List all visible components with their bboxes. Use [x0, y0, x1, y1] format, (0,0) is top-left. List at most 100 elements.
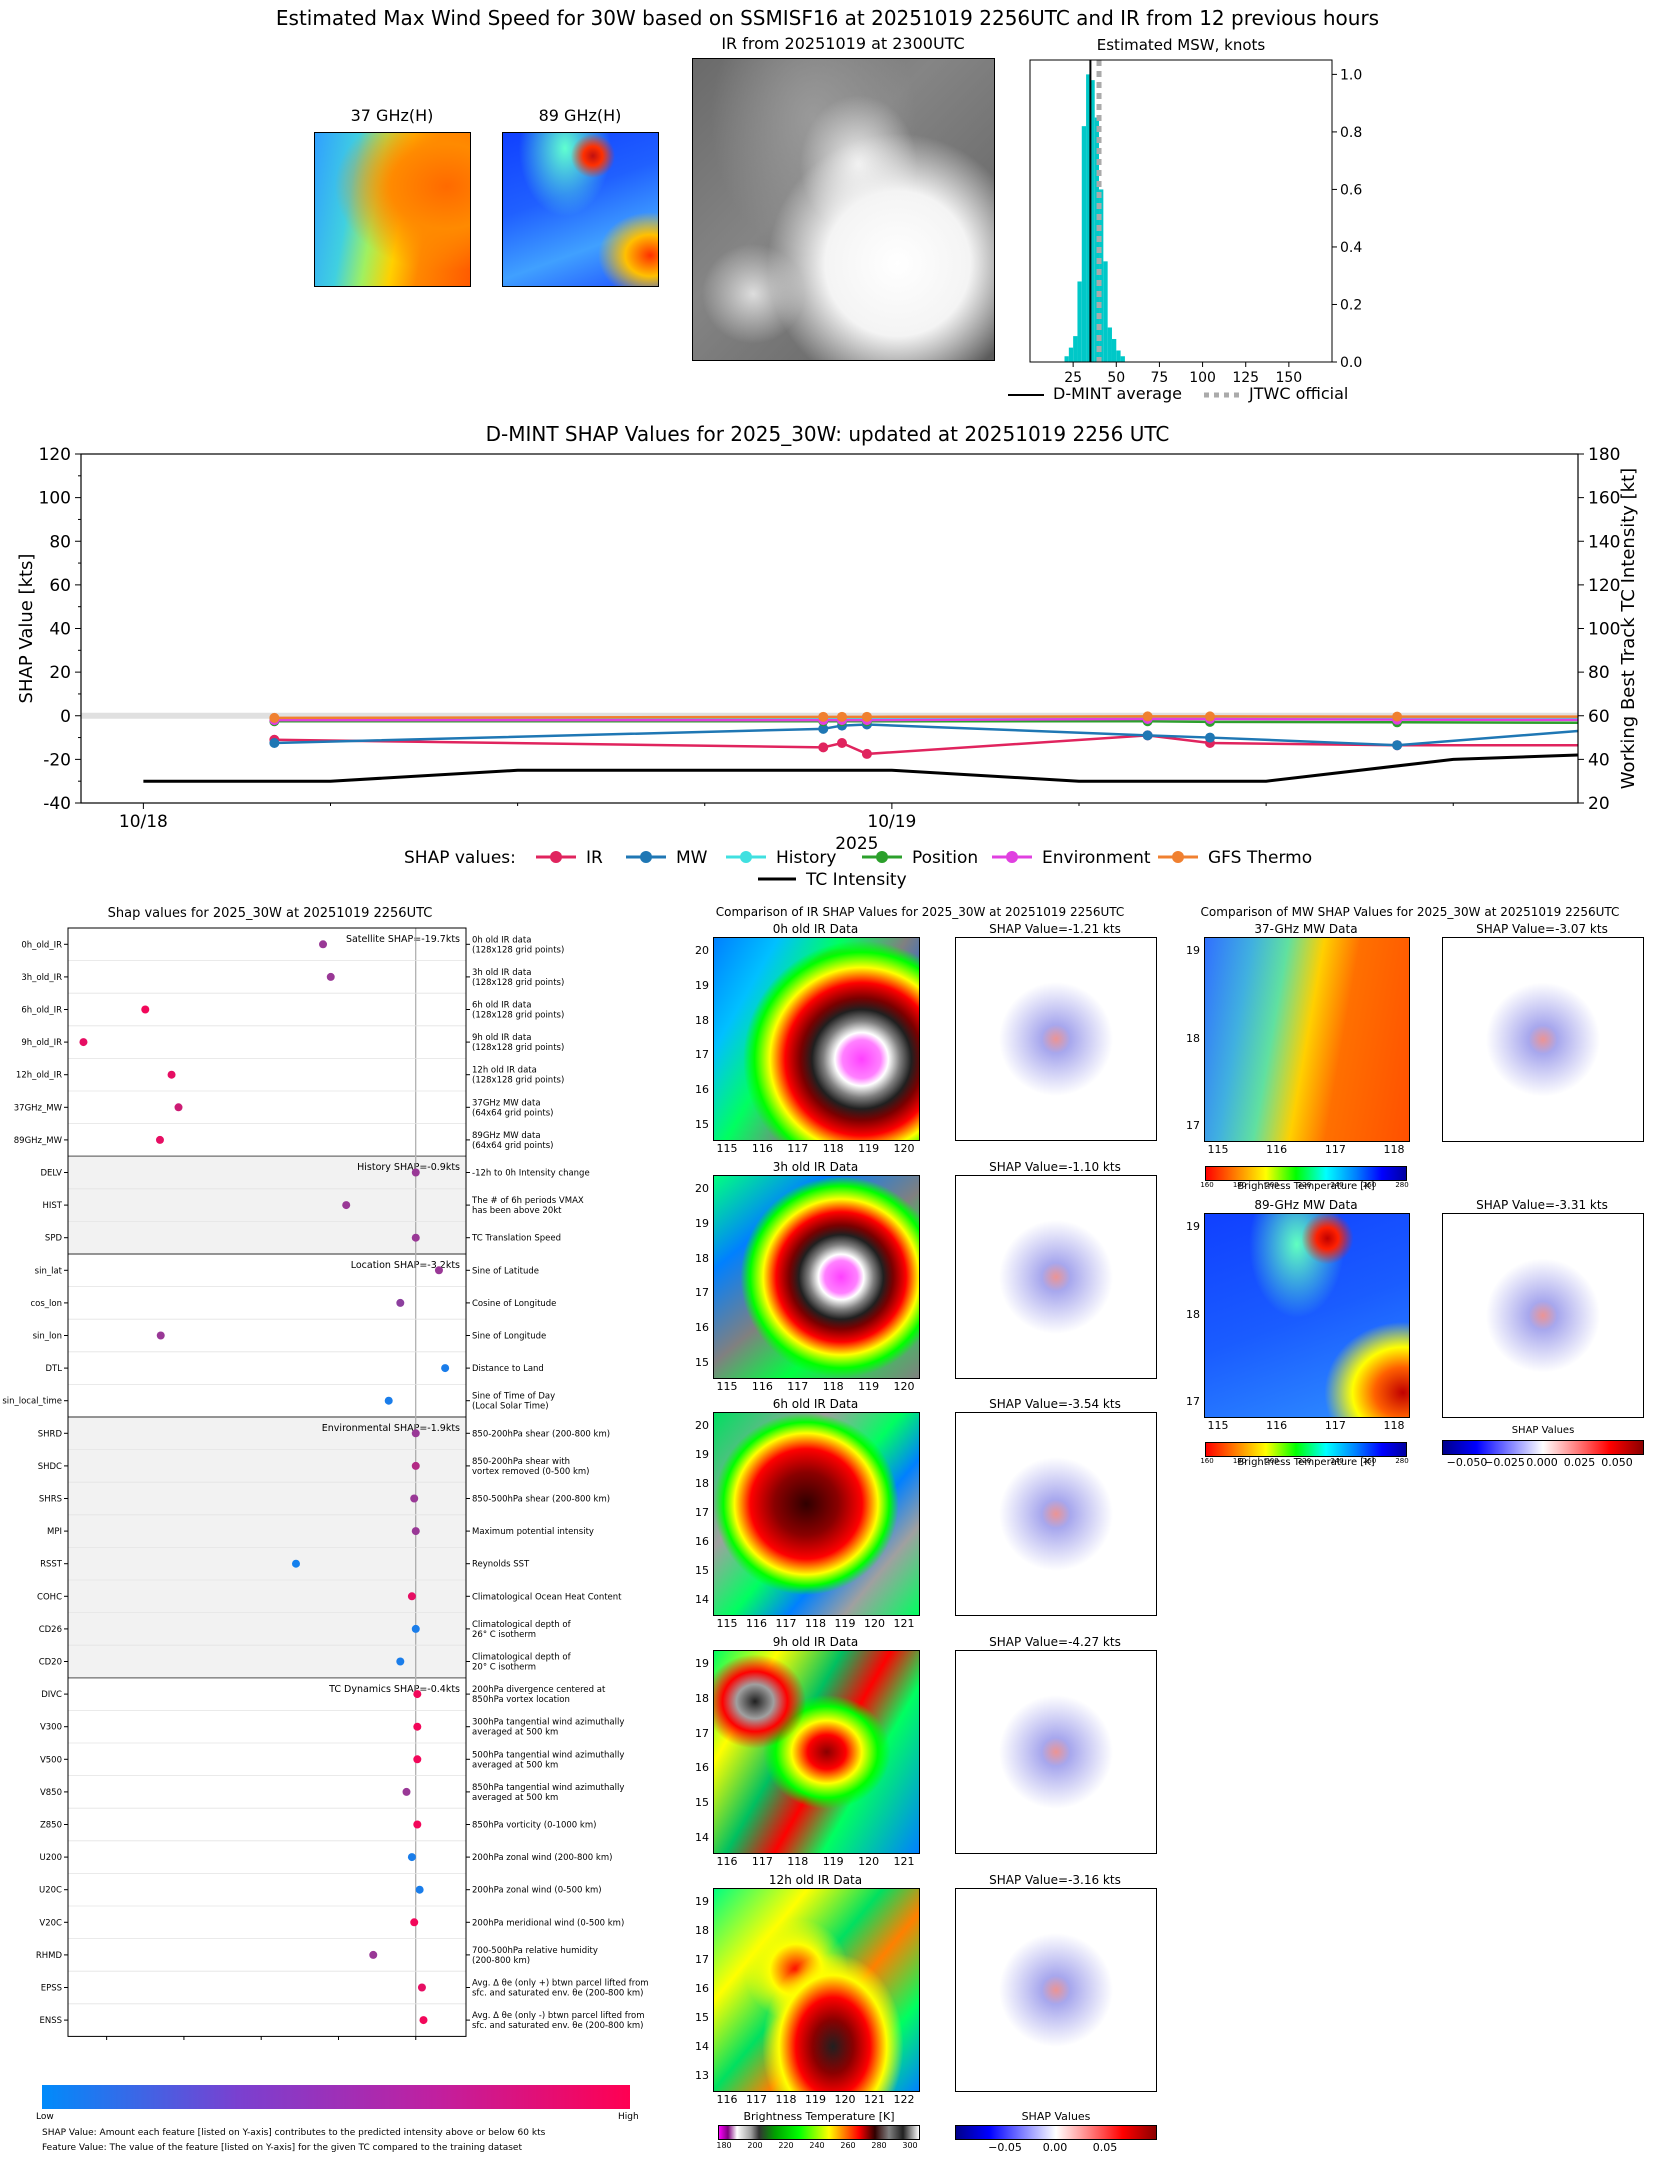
feature-point [441, 1364, 450, 1373]
ir-shap-0-image [955, 937, 1157, 1141]
ts-ytick-right-label: 160 [1588, 489, 1620, 509]
ir-data-3-ytick: 18 [695, 1691, 709, 1705]
hist-bar [1090, 80, 1095, 362]
hist-frame [1029, 59, 1333, 363]
ts-ytick-right-label: 40 [1588, 750, 1610, 770]
feature-name: RSST [40, 1560, 63, 1570]
feature-point [291, 1559, 300, 1568]
feature-desc: 300hPa tangential wind azimuthally [472, 1718, 624, 1728]
ir-data-1-xtick: 120 [893, 1380, 915, 1393]
ir-shap-cbar-tick: 0.05 [1092, 2141, 1118, 2154]
ir-data-0-ytick: 18 [695, 1013, 709, 1027]
mw-cbar-label-0: Brightness Temperature [K] [1237, 1181, 1375, 1192]
series-point-gfs-thermo [269, 712, 280, 723]
hist-title: Estimated MSW, knots [1097, 36, 1266, 54]
mw-cbar-tick: 260 [1362, 1181, 1377, 1189]
hist-ytick-label: 0.8 [1340, 125, 1362, 141]
ir-shap-colorbar [955, 2125, 1157, 2140]
mw-data-1-image [1204, 1213, 1410, 1418]
mw-data-0-image [1204, 937, 1410, 1142]
feature-desc: (128x128 grid points) [472, 1011, 564, 1021]
feature-desc: 850-200hPa shear (200-800 km) [472, 1429, 610, 1439]
mw37-image [314, 132, 471, 287]
mw-cbar-tick: 240 [1330, 1457, 1344, 1465]
ir-temp-colorbar [718, 2125, 920, 2140]
ts-ytick-label: 60 [49, 576, 71, 596]
ir-data-4-xtick: 116 [716, 2093, 738, 2106]
ir-data-2-image [713, 1412, 920, 1616]
feature-name: DTL [46, 1364, 63, 1374]
feature-name: Z850 [40, 1821, 62, 1831]
feature-desc: averaged at 500 km [472, 1793, 558, 1803]
feature-point [434, 1266, 443, 1275]
hist-bar [1099, 189, 1104, 362]
series-point-mw [818, 723, 829, 734]
ts-ytick-right-label: 120 [1588, 576, 1620, 596]
feature-desc: 850hPa vortex location [472, 1695, 570, 1705]
ts-ytick-right-label: 100 [1588, 620, 1620, 640]
series-point-mw [1142, 730, 1153, 741]
ir-data-0-image [713, 937, 920, 1141]
hist-xtick-label: 50 [1107, 370, 1125, 386]
main-title: Estimated Max Wind Speed for 30W based o… [275, 6, 1380, 30]
mw-cbar-label-1: Brightness Temperature [K] [1237, 1457, 1375, 1468]
mw-data-1-ytick: 17 [1186, 1395, 1200, 1408]
ir-shap-1-title: SHAP Value=-1.10 kts [989, 1160, 1121, 1174]
ir-data-1-image [713, 1175, 920, 1379]
feature-name: DELV [40, 1169, 62, 1179]
series-point-ir [836, 738, 847, 749]
ir-data-4-ytick: 15 [695, 2011, 709, 2024]
legend-jtwc: JTWC official [1249, 384, 1349, 403]
mw-cbar-tick: 280 [1395, 1181, 1409, 1189]
ir-data-0-ytick: 15 [695, 1118, 709, 1131]
feature-desc: 0h old IR data [472, 935, 531, 945]
series-point-gfs-thermo [861, 711, 872, 722]
legend-label-ir: IR [586, 848, 603, 868]
feature-desc: averaged at 500 km [472, 1728, 558, 1738]
series-point-gfs-thermo [1142, 711, 1153, 722]
series-point-mw [1392, 740, 1403, 751]
feature-desc: (64x64 grid points) [472, 1141, 553, 1151]
shap-beeswarm: Satellite SHAP=-19.7kts History SHAP=-0.9… [2, 927, 649, 2040]
hist-xtick-label: 150 [1275, 370, 1302, 386]
feature-desc: Climatological Ocean Heat Content [472, 1592, 622, 1602]
hist-bar [1081, 126, 1087, 363]
ir-data-1-xtick: 115 [716, 1380, 738, 1393]
ir-data-3-ytick: 17 [695, 1726, 709, 1740]
ts-ytick-label: -40 [43, 794, 71, 814]
feature-point [167, 1070, 176, 1079]
feature-name: CD26 [39, 1625, 62, 1635]
hist-ytick-label: 0.4 [1340, 240, 1362, 256]
mw-data-1-xtick: 116 [1266, 1419, 1288, 1432]
ir-shap-3-image [955, 1650, 1157, 1854]
feature-point [396, 1298, 405, 1307]
feature-desc: Climatological depth of [472, 1653, 572, 1663]
ir-data-4-ytick: 18 [695, 1924, 709, 1937]
ir-data-0-xtick: 115 [716, 1142, 738, 1155]
hist-xtick-label: 100 [1189, 370, 1216, 386]
ir-data-2-ytick: 15 [695, 1564, 709, 1577]
ir-data-2-ytick: 14 [695, 1593, 709, 1606]
hist-bar [1077, 281, 1082, 362]
feature-desc: Sine of Longitude [472, 1332, 546, 1342]
feature-point [369, 1950, 378, 1959]
feature-desc: The # of 6h periods VMAX [471, 1196, 584, 1206]
feature-name: V850 [40, 1788, 62, 1798]
hist-bar [1073, 336, 1078, 362]
ir-shap-3-title: SHAP Value=-4.27 kts [989, 1635, 1121, 1649]
legend-swatch-marker [876, 851, 888, 863]
feature-name: RHMD [36, 1951, 63, 1961]
series-point-ir [861, 748, 872, 759]
ir-data-4-xtick: 117 [746, 2093, 767, 2106]
feature-desc: 3h old IR data [472, 968, 531, 978]
group-label: Environmental SHAP=-1.9kts [322, 1423, 460, 1434]
feature-desc: 26° C isotherm [472, 1630, 536, 1640]
feature-desc: (128x128 grid points) [472, 1043, 564, 1053]
ts-xtick-label: 10/18 [119, 812, 168, 832]
ir-data-0-xtick: 119 [858, 1142, 880, 1155]
feature-desc: 89GHz MW data [472, 1131, 541, 1141]
feature-desc: 850-500hPa shear (200-800 km) [472, 1495, 610, 1505]
legend-swatch-marker [740, 851, 752, 863]
ir-data-2-xtick: 119 [834, 1617, 856, 1630]
ir-data-1-ytick: 16 [695, 1321, 709, 1335]
